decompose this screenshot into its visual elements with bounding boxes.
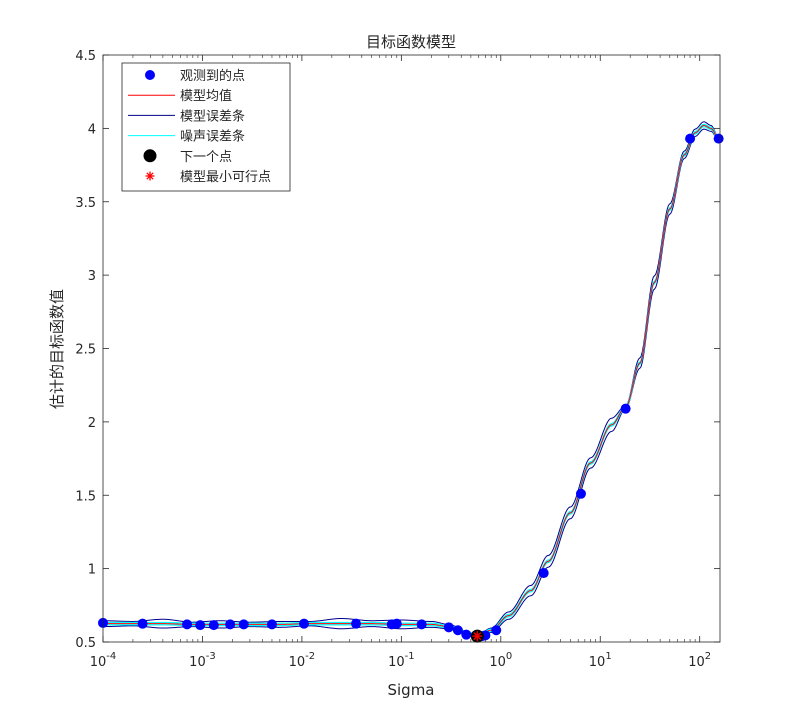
noise-error-lower: [103, 125, 719, 638]
y-tick-label: 2: [88, 416, 96, 431]
observed-point: [575, 488, 586, 499]
observed-point: [195, 620, 206, 631]
observed-point: [443, 622, 454, 633]
observed-point: [391, 618, 402, 629]
x-tick-label-exponent: -4: [106, 651, 116, 662]
x-tick-label-exponent: 1: [605, 651, 611, 662]
model-mean-line: [103, 124, 719, 637]
x-tick-label-base: 10: [388, 655, 405, 670]
x-tick-label-base: 10: [189, 655, 206, 670]
observed-point: [416, 619, 427, 630]
observed-point: [538, 568, 549, 579]
y-tick-label: 1.5: [75, 489, 96, 504]
observed-point: [238, 619, 249, 630]
plot-area: [98, 121, 724, 643]
observed-point: [208, 620, 219, 631]
legend-item-min-feasible: 模型最小可行点: [145, 170, 271, 185]
x-tick-label: 101: [589, 651, 612, 670]
observed-point: [491, 625, 502, 636]
observed-point: [620, 403, 631, 414]
x-tick-label-base: 10: [489, 655, 506, 670]
legend-item-next-point: 下一个点: [143, 149, 232, 165]
legend-item-model-error: 模型误差条: [128, 108, 245, 124]
legend-label: 观测到的点: [180, 68, 245, 84]
legend-item-model-mean: 模型均值: [128, 88, 232, 104]
x-tick-label: 10-2: [289, 651, 316, 670]
x-tick-label-exponent: 0: [506, 651, 512, 662]
observed-point: [685, 133, 696, 144]
legend-marker: [143, 149, 157, 163]
observed-point: [137, 618, 148, 629]
y-tick-label: 2.5: [75, 343, 96, 358]
x-tick-label: 10-4: [90, 651, 117, 670]
x-tick-label-base: 10: [688, 655, 705, 670]
observed-point: [461, 629, 472, 640]
y-tick-label: 4.5: [75, 49, 96, 64]
axes: 10-4 10-3 10-2 10-1 100 101 1020.511.522.533.5…: [75, 49, 721, 670]
x-tick-label: 10-3: [189, 651, 216, 670]
model-error-upper: [103, 121, 719, 636]
x-axis-title: Sigma: [387, 681, 434, 699]
legend-label: 模型均值: [180, 88, 232, 104]
observed-point: [299, 618, 310, 629]
observed-point: [713, 133, 724, 144]
observed-point: [182, 619, 193, 630]
asterisk-stroke: [146, 172, 154, 180]
noise-error-upper: [103, 123, 719, 636]
observed-point: [266, 619, 277, 630]
x-tick-label-exponent: -2: [305, 651, 315, 662]
x-tick-label-base: 10: [589, 655, 606, 670]
x-tick-label-base: 10: [289, 655, 306, 670]
x-tick-label-exponent: 2: [705, 651, 711, 662]
legend-item-noise-error: 噪声误差条: [128, 129, 245, 145]
legend-label: 模型最小可行点: [180, 170, 271, 185]
x-tick-label-exponent: -3: [206, 651, 216, 662]
y-axis-title: 估计的目标函数值: [48, 289, 66, 409]
y-tick-label: 0.5: [75, 636, 96, 651]
x-tick-label: 102: [688, 651, 711, 670]
y-tick-label: 4: [88, 122, 96, 137]
legend-marker: [145, 70, 155, 80]
legend-item-observed: 观测到的点: [145, 68, 245, 84]
x-tick-label-exponent: -1: [405, 651, 415, 662]
observed-point: [225, 619, 236, 630]
legend-label: 下一个点: [180, 150, 232, 165]
model-error-lower: [103, 128, 719, 638]
asterisk-stroke: [473, 632, 482, 641]
y-tick-label: 3: [88, 269, 96, 284]
chart-title: 目标函数模型: [366, 33, 456, 51]
legend-label: 噪声误差条: [180, 129, 245, 145]
legend-label: 模型误差条: [180, 108, 245, 124]
x-tick-label-base: 10: [90, 655, 107, 670]
min-feasible-marker: [472, 631, 483, 642]
legend-asterisk: [145, 171, 155, 181]
observed-point: [452, 625, 463, 636]
x-tick-label: 10-1: [388, 651, 415, 670]
legend-box: [121, 62, 291, 192]
y-tick-label: 1: [88, 563, 96, 578]
y-tick-label: 3.5: [75, 196, 96, 211]
observed-point: [351, 618, 362, 629]
x-tick-label: 100: [489, 651, 512, 670]
